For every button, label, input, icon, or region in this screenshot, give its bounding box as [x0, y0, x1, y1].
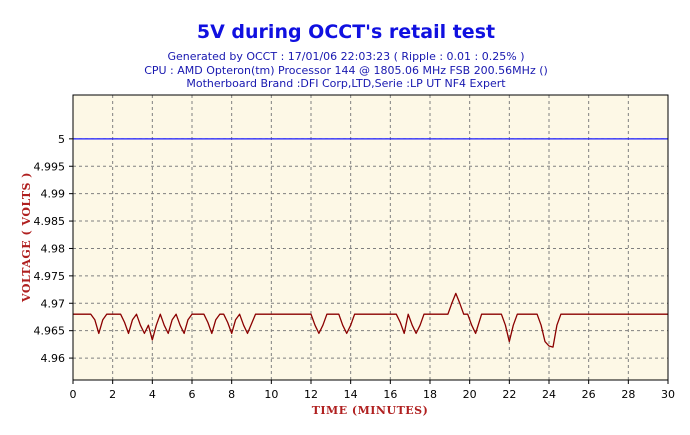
- y-axis-label: VOLTAGE ( VOLTS ): [20, 172, 33, 303]
- x-axis-label: TIME (MINUTES): [312, 404, 429, 417]
- x-tick-label: 20: [463, 388, 477, 401]
- chart-subtitle-generated: Generated by OCCT : 17/01/06 22:03:23 ( …: [168, 50, 525, 63]
- x-tick-label: 8: [228, 388, 235, 401]
- y-tick-label: 4.99: [41, 188, 66, 201]
- y-tick-label: 4.98: [41, 242, 66, 255]
- grid-lines: [69, 95, 669, 384]
- y-tick-label: 4.995: [34, 160, 66, 173]
- x-tick-label: 14: [344, 388, 358, 401]
- y-tick-label: 4.97: [41, 297, 66, 310]
- x-tick-labels: 0 2 4 6 8 10 12 14 16 18 20 22 24 26 28 30: [70, 388, 676, 401]
- x-tick-label: 4: [149, 388, 156, 401]
- voltage-series-line: [73, 292, 668, 348]
- x-tick-label: 22: [502, 388, 516, 401]
- x-tick-label: 28: [621, 388, 635, 401]
- x-tick-label: 10: [264, 388, 278, 401]
- y-tick-label: 4.975: [34, 270, 66, 283]
- y-tick-label: 5: [58, 133, 65, 146]
- x-tick-label: 12: [304, 388, 318, 401]
- y-tick-label: 4.965: [34, 325, 66, 338]
- y-tick-label: 4.96: [41, 352, 66, 365]
- x-tick-label: 26: [582, 388, 596, 401]
- chart-subtitle-cpu: CPU : AMD Opteron(tm) Processor 144 @ 18…: [144, 64, 548, 77]
- x-tick-label: 16: [383, 388, 397, 401]
- y-tick-label: 4.985: [34, 215, 66, 228]
- chart-subtitle-motherboard: Motherboard Brand :DFI Corp,LTD,Serie :L…: [186, 77, 506, 90]
- plot-area: [73, 95, 668, 380]
- y-tick-labels: 5 4.995 4.99 4.985 4.98 4.975 4.97 4.965 4.96: [34, 133, 66, 365]
- x-tick-label: 24: [542, 388, 556, 401]
- plot-frame: [72, 94, 669, 381]
- x-tick-label: 2: [109, 388, 116, 401]
- x-tick-label: 6: [189, 388, 196, 401]
- plot-lines: [73, 138, 668, 348]
- chart-title: 5V during OCCT's retail test: [197, 21, 495, 43]
- x-tick-label: 0: [70, 388, 77, 401]
- x-tick-label: 30: [661, 388, 675, 401]
- x-tick-label: 18: [423, 388, 437, 401]
